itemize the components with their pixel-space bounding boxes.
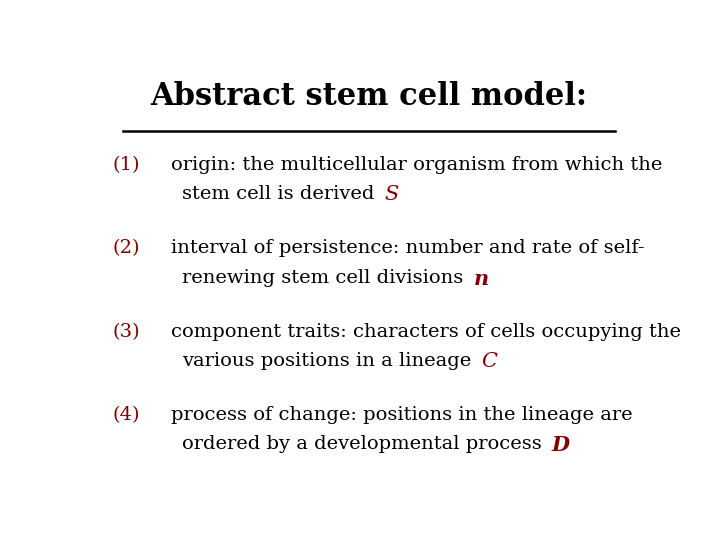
Text: n: n — [473, 268, 488, 288]
Text: renewing stem cell divisions: renewing stem cell divisions — [182, 268, 464, 287]
Text: Abstract stem cell model:: Abstract stem cell model: — [150, 82, 588, 112]
Text: origin: the multicellular organism from which the: origin: the multicellular organism from … — [171, 156, 662, 174]
Text: (2): (2) — [113, 239, 140, 258]
Text: stem cell is derived: stem cell is derived — [182, 185, 374, 204]
Text: (4): (4) — [113, 406, 140, 424]
Text: various positions in a lineage: various positions in a lineage — [182, 352, 472, 370]
Text: interval of persistence: number and rate of self-: interval of persistence: number and rate… — [171, 239, 644, 258]
Text: S: S — [384, 185, 399, 204]
Text: C: C — [482, 352, 498, 370]
Text: ordered by a developmental process: ordered by a developmental process — [182, 435, 542, 453]
Text: component traits: characters of cells occupying the: component traits: characters of cells oc… — [171, 322, 681, 341]
Text: (3): (3) — [112, 322, 140, 341]
Text: D: D — [552, 435, 570, 455]
Text: process of change: positions in the lineage are: process of change: positions in the line… — [171, 406, 633, 424]
Text: (1): (1) — [113, 156, 140, 174]
